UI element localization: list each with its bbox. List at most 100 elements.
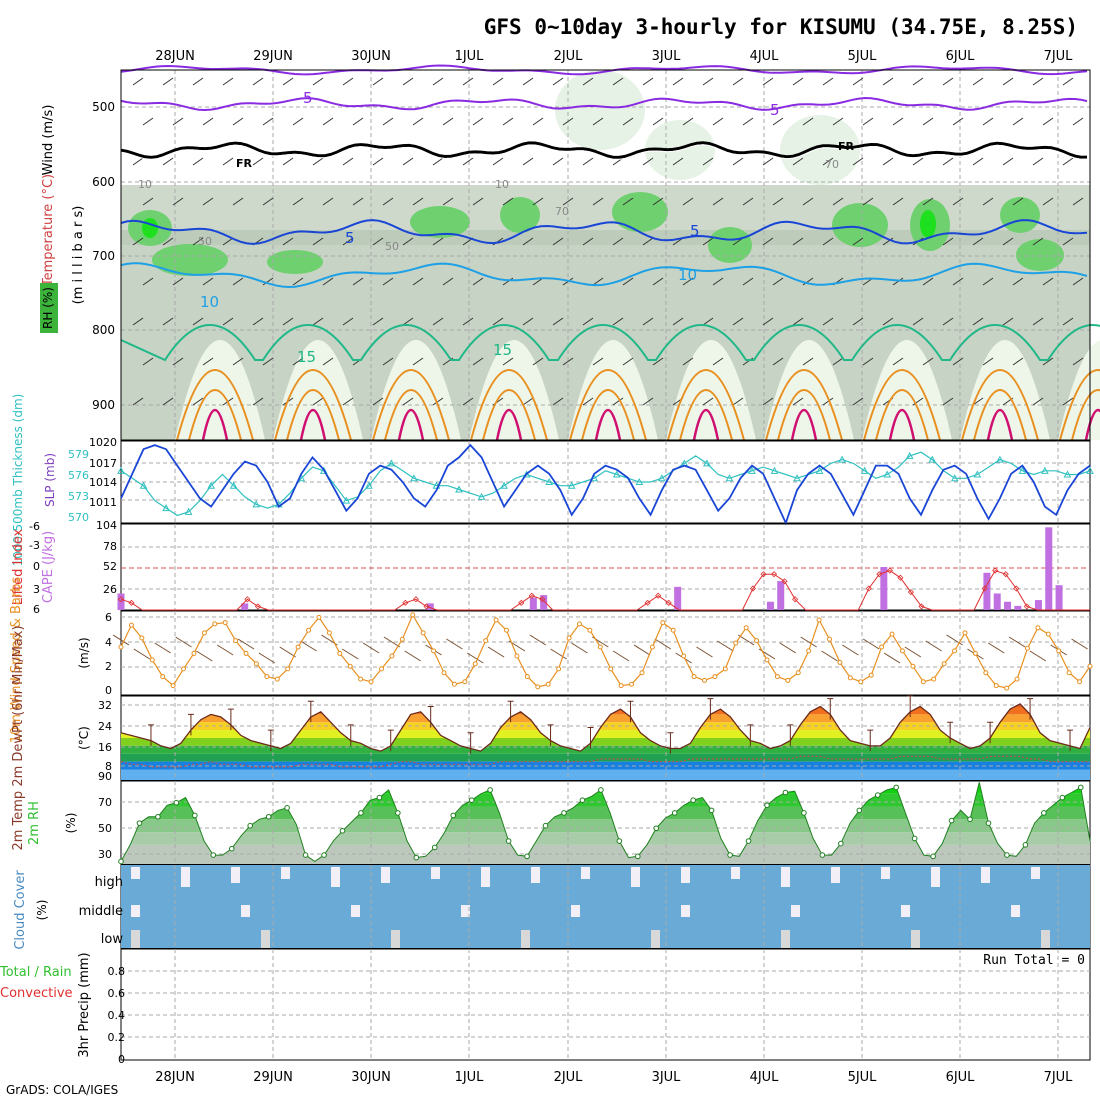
surface-wind-barb xyxy=(466,652,484,664)
precip-panel-frame xyxy=(120,948,1091,1061)
cape-tick-label: 78 xyxy=(103,540,117,553)
rh-point xyxy=(893,784,900,791)
thickness-point xyxy=(117,466,125,474)
thickness-point xyxy=(996,455,1004,463)
surface-wind-barb xyxy=(1029,650,1047,662)
wind-barb xyxy=(952,277,964,286)
wind-barb xyxy=(912,77,924,86)
wind-barb xyxy=(772,357,784,366)
surface-wind-barb xyxy=(112,634,130,646)
wind-barb xyxy=(562,197,574,206)
rh-point xyxy=(155,813,161,820)
cape-bar xyxy=(983,572,991,610)
rh-point xyxy=(598,787,604,793)
wind-speed-point xyxy=(378,666,384,672)
wind-barb xyxy=(882,237,894,246)
temp-contour-minus5 xyxy=(120,96,1088,112)
lifted-index-point xyxy=(518,599,525,606)
rh-point xyxy=(948,817,955,824)
lifted-index-point xyxy=(528,592,535,599)
run-total-label: Run Total = 0 xyxy=(983,953,1085,968)
temp-contour-30 xyxy=(299,408,327,441)
slp-tick-label: 1014 xyxy=(89,476,117,489)
rh-point xyxy=(874,792,881,798)
date-label-top: 3JUL xyxy=(652,49,682,64)
wind-barb xyxy=(522,397,534,406)
cloud-gap-high xyxy=(631,867,640,887)
wind-speed-point xyxy=(118,644,124,650)
temp-contour-30 xyxy=(594,408,622,441)
wind-speed-point xyxy=(441,670,447,676)
surface-wind-barb xyxy=(258,652,276,664)
wind-speed-point xyxy=(691,674,697,680)
surface-wind-barb xyxy=(446,638,463,650)
rh-point xyxy=(210,852,217,858)
wind-barb xyxy=(202,277,214,286)
temp-contour-25 xyxy=(1071,389,1100,441)
thickness-point xyxy=(1063,470,1072,478)
date-label-top: 29JUN xyxy=(253,49,293,64)
thickness-point xyxy=(252,500,261,508)
dewpoint-line xyxy=(120,755,1090,768)
rh-point xyxy=(745,838,752,844)
temp-band xyxy=(121,753,1090,762)
wind-barb xyxy=(402,237,414,246)
lifted-index-point xyxy=(128,599,135,606)
wind-barb xyxy=(762,77,774,86)
wind-speed-point xyxy=(785,677,791,683)
date-label-bottom: 4JUL xyxy=(750,1070,780,1085)
wind-barb xyxy=(652,117,664,126)
wind-barb xyxy=(672,77,684,86)
rh-point xyxy=(838,840,844,847)
wind-barb xyxy=(1072,277,1084,286)
wind-speed-point xyxy=(1077,679,1083,685)
wind-barb xyxy=(142,197,154,206)
date-label-bottom: 30JUN xyxy=(351,1070,391,1085)
wind-speed-point xyxy=(191,650,197,656)
wind-barb xyxy=(832,197,844,206)
wind-barb xyxy=(1012,197,1024,206)
wind-barb xyxy=(372,397,384,406)
wind-barb xyxy=(322,277,334,286)
pressure-tick-label: 800 xyxy=(92,323,115,337)
surface-wind-barb xyxy=(987,642,1005,654)
wind-barb xyxy=(382,117,394,126)
wind-barb xyxy=(742,277,754,286)
wind-barb xyxy=(1002,157,1014,166)
cloud-gap-high xyxy=(881,867,890,879)
wind-barb xyxy=(892,357,904,366)
wind-barb xyxy=(832,117,844,126)
wind-barb xyxy=(622,277,634,286)
wind-speed-point xyxy=(889,631,895,637)
thickness-point xyxy=(770,466,779,474)
wind-panel-frame xyxy=(120,610,1091,696)
wind-barb xyxy=(1042,197,1054,206)
date-label-bottom: 28JUN xyxy=(155,1070,195,1085)
temp-contour-25 xyxy=(581,389,635,441)
date-label-bottom: 1JUL xyxy=(455,1070,485,1085)
lifted-index-point xyxy=(907,589,915,596)
wind-barb xyxy=(312,157,324,166)
wind-barb xyxy=(972,397,984,406)
wind-barb xyxy=(502,197,514,206)
wind-speed-point xyxy=(128,622,134,628)
wind-barb xyxy=(882,317,894,326)
wind-barb xyxy=(792,77,804,86)
wind-barb xyxy=(162,237,174,246)
wind-barb xyxy=(132,317,144,326)
temp-contour-20 xyxy=(863,369,941,441)
cloud-level-label: low xyxy=(101,932,124,947)
precip-tick-label: 0.4 xyxy=(108,1009,126,1022)
wind-barb xyxy=(432,237,444,246)
wind-barb xyxy=(952,117,964,126)
surface-wind-barb xyxy=(133,648,151,660)
wind-axis-label: 10m Wind Speed & Barbs xyxy=(9,577,24,744)
rh-point xyxy=(856,807,863,814)
lifted-index-point xyxy=(992,567,999,574)
thickness-point xyxy=(387,459,396,467)
lifted-index-point xyxy=(117,596,125,603)
wind-barb xyxy=(282,157,294,166)
wind-barb xyxy=(792,157,804,166)
wind-barb xyxy=(432,77,444,86)
cloud-gap-high xyxy=(981,867,990,883)
